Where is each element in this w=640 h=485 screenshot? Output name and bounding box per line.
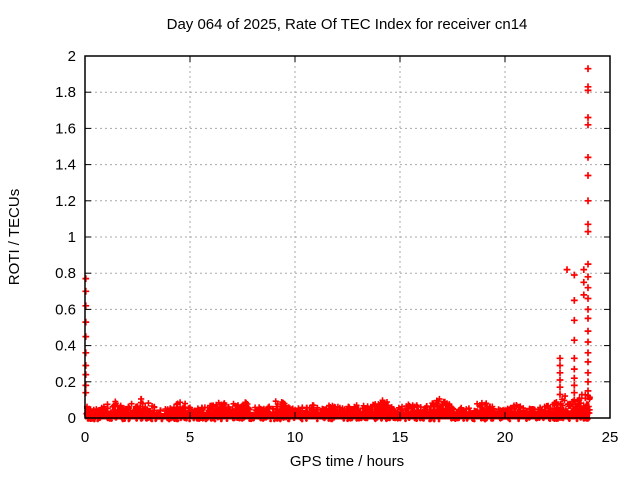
- x-tick-label: 5: [186, 429, 194, 446]
- y-tick-label: 1: [68, 229, 76, 246]
- tick-labels: 0 5 10 15 20 25 0 0.2 0.4 0.6 0.8 1 1.2 1.4 1.6 1.8 2: [55, 48, 618, 446]
- y-tick-label: 0.6: [55, 301, 76, 318]
- x-tick-label: 25: [602, 429, 619, 446]
- y-tick-label: 1.6: [55, 120, 76, 137]
- x-tick-label: 20: [497, 429, 514, 446]
- y-tick-label: 0.2: [55, 374, 76, 391]
- y-tick-label: 0.8: [55, 265, 76, 282]
- y-tick-label: 2: [68, 48, 76, 65]
- x-tick-label: 10: [287, 429, 304, 446]
- x-tick-label: 0: [81, 429, 89, 446]
- y-tick-label: 0: [68, 410, 76, 427]
- roti-scatter-points: [83, 391, 593, 423]
- x-tick-label: 15: [392, 429, 409, 446]
- y-tick-label: 0.4: [55, 338, 76, 355]
- y-tick-label: 1.4: [55, 157, 76, 174]
- x-axis-label: GPS time / hours: [290, 453, 404, 470]
- y-tick-label: 1.8: [55, 84, 76, 101]
- plot-frame: [84, 55, 611, 419]
- y-tick-label: 1.2: [55, 193, 76, 210]
- y-axis-label: ROTI / TECUs: [6, 189, 23, 285]
- data-points-layer: [82, 65, 593, 423]
- roti-outlier-spikes: [82, 65, 592, 404]
- chart-title: Day 064 of 2025, Rate Of TEC Index for r…: [167, 16, 528, 33]
- grid-lines: [85, 56, 610, 418]
